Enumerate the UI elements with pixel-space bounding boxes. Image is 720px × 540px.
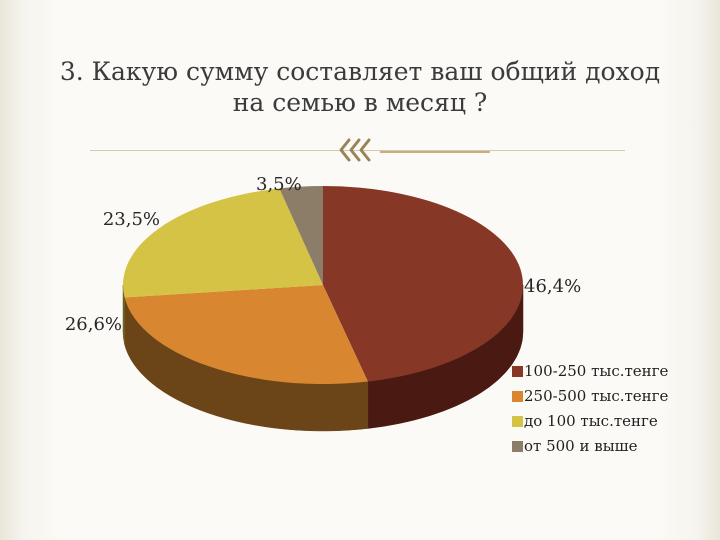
data-label-2: 23,5% (103, 209, 160, 230)
legend-label-2: до 100 тыс.тенге (524, 412, 658, 430)
pie-top (123, 186, 523, 384)
slide-title-line-1: 3. Какую сумму составляет ваш общий дохо… (59, 57, 661, 86)
pie-slice-3 (279, 186, 323, 285)
data-label-3: 3,5% (256, 174, 302, 195)
title-divider (90, 150, 625, 151)
legend-swatch-2 (512, 416, 523, 427)
data-label-1: 26,6% (65, 314, 122, 335)
pie-slice-0 (323, 186, 523, 382)
triple-chevron-left-icon (339, 138, 371, 162)
pie-slice-2 (123, 188, 323, 298)
legend: 100-250 тыс.тенге 250-500 тыс.тенге до 100… (512, 362, 669, 455)
legend-swatch-1 (512, 391, 523, 402)
title-divider-accent (380, 151, 490, 153)
legend-label-3: от 500 и выше (524, 437, 638, 455)
legend-swatch-0 (512, 366, 523, 377)
pie-slice-1 (124, 285, 368, 384)
legend-label-0: 100-250 тыс.тенге (524, 362, 669, 380)
slide-title: 3. Какую сумму составляет ваш общий дохо… (40, 56, 680, 118)
slide-title-line-2: на семью в месяц ? (232, 88, 488, 117)
data-label-0: 46,4% (524, 276, 581, 297)
legend-swatch-3 (512, 441, 523, 452)
legend-label-1: 250-500 тыс.тенге (524, 387, 669, 405)
